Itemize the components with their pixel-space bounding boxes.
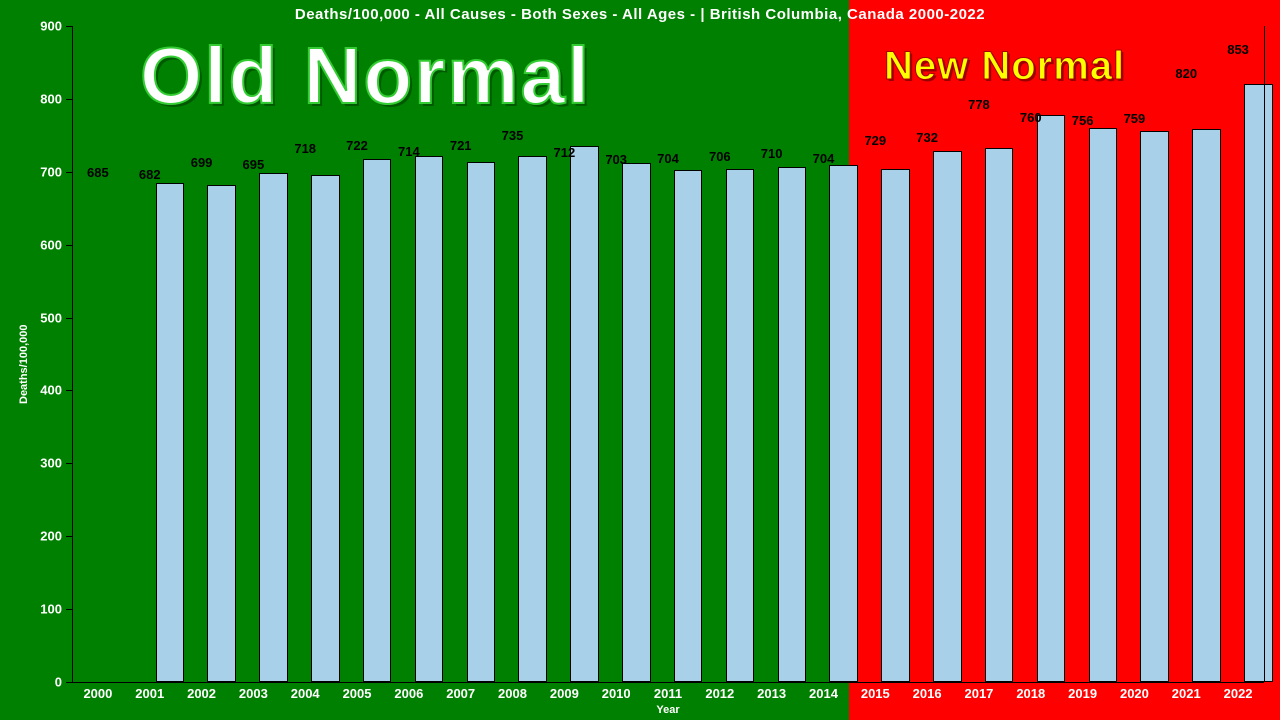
x-tick-label: 2022: [1224, 686, 1253, 701]
y-tick: [66, 318, 72, 319]
y-tick: [66, 26, 72, 27]
bar-value-label: 735: [502, 128, 524, 143]
x-tick-label: 2007: [446, 686, 475, 701]
y-tick: [66, 172, 72, 173]
bar-value-label: 703: [605, 152, 627, 167]
y-tick-label: 200: [32, 529, 62, 544]
x-tick-label: 2012: [705, 686, 734, 701]
y-tick: [66, 536, 72, 537]
y-tick-label: 500: [32, 310, 62, 325]
y-tick-label: 0: [32, 675, 62, 690]
bar-value-label: 706: [709, 149, 731, 164]
x-tick-label: 2021: [1172, 686, 1201, 701]
bar: [570, 146, 599, 682]
bar-value-label: 714: [398, 144, 420, 159]
bar-value-label: 682: [139, 167, 161, 182]
bar-value-label: 820: [1175, 66, 1197, 81]
x-tick-label: 2008: [498, 686, 527, 701]
bar-value-label: 729: [864, 133, 886, 148]
x-tick-label: 2011: [654, 686, 682, 701]
bar: [1244, 84, 1273, 682]
x-tick-label: 2014: [809, 686, 838, 701]
bar: [415, 156, 444, 682]
y-tick-label: 600: [32, 237, 62, 252]
x-tick-label: 2010: [602, 686, 631, 701]
y-tick: [66, 99, 72, 100]
bar: [259, 173, 288, 682]
bar: [311, 175, 340, 682]
x-tick-label: 2020: [1120, 686, 1149, 701]
bar-value-label: 699: [191, 155, 213, 170]
bar-value-label: 778: [968, 97, 990, 112]
x-tick-label: 2013: [757, 686, 786, 701]
x-tick-label: 2017: [964, 686, 993, 701]
x-tick-label: 2015: [861, 686, 890, 701]
y-tick: [66, 390, 72, 391]
y-tick: [66, 463, 72, 464]
bar-value-label: 712: [553, 145, 575, 160]
bar-value-label: 718: [294, 141, 316, 156]
x-tick-label: 2006: [394, 686, 423, 701]
bar: [1140, 131, 1169, 682]
chart-title: Deaths/100,000 - All Causes - Both Sexes…: [0, 6, 1280, 23]
x-tick-label: 2003: [239, 686, 268, 701]
x-tick-label: 2009: [550, 686, 579, 701]
bar: [1037, 115, 1066, 682]
x-tick-label: 2016: [913, 686, 942, 701]
y-tick-label: 800: [32, 91, 62, 106]
y-axis-line: [72, 26, 73, 682]
x-tick-label: 2001: [135, 686, 164, 701]
bar: [1192, 129, 1221, 682]
bar: [674, 170, 703, 682]
right-axis-line: [1264, 26, 1265, 682]
y-axis-title: Deaths/100,000: [18, 325, 30, 405]
y-tick-label: 900: [32, 19, 62, 34]
x-tick-label: 2005: [343, 686, 372, 701]
x-tick-label: 2002: [187, 686, 216, 701]
bar: [156, 183, 185, 682]
y-tick: [66, 609, 72, 610]
bar: [726, 169, 755, 682]
bar: [207, 185, 236, 682]
bar: [622, 163, 651, 682]
bar: [985, 148, 1014, 682]
bar-value-label: 710: [761, 146, 783, 161]
bar: [363, 159, 392, 682]
bar: [778, 167, 807, 682]
bar: [829, 165, 858, 683]
y-tick: [66, 682, 72, 683]
bar: [1089, 128, 1118, 682]
bar: [881, 169, 910, 682]
x-tick-label: 2019: [1068, 686, 1097, 701]
bar-value-label: 759: [1124, 111, 1146, 126]
y-tick: [66, 245, 72, 246]
x-tick-label: 2004: [291, 686, 320, 701]
x-axis-line: [72, 682, 1264, 683]
y-tick-label: 300: [32, 456, 62, 471]
bar-value-label: 756: [1072, 113, 1094, 128]
y-tick-label: 700: [32, 164, 62, 179]
x-axis-title: Year: [72, 704, 1264, 716]
bar-value-label: 722: [346, 138, 368, 153]
bar: [467, 162, 496, 682]
bar-value-label: 760: [1020, 110, 1042, 125]
bar-value-label: 721: [450, 138, 472, 153]
bar: [933, 151, 962, 682]
bar: [518, 156, 547, 682]
y-tick-label: 400: [32, 383, 62, 398]
bar-value-label: 685: [87, 165, 109, 180]
y-tick-label: 100: [32, 602, 62, 617]
bar-value-label: 704: [657, 151, 679, 166]
bar-value-label: 695: [243, 157, 265, 172]
x-tick-label: 2018: [1016, 686, 1045, 701]
x-tick-label: 2000: [83, 686, 112, 701]
bar-value-label: 853: [1227, 42, 1249, 57]
bar-value-label: 732: [916, 130, 938, 145]
chart-container: Deaths/100,000 - All Causes - Both Sexes…: [0, 0, 1280, 720]
bar-value-label: 704: [813, 151, 835, 166]
